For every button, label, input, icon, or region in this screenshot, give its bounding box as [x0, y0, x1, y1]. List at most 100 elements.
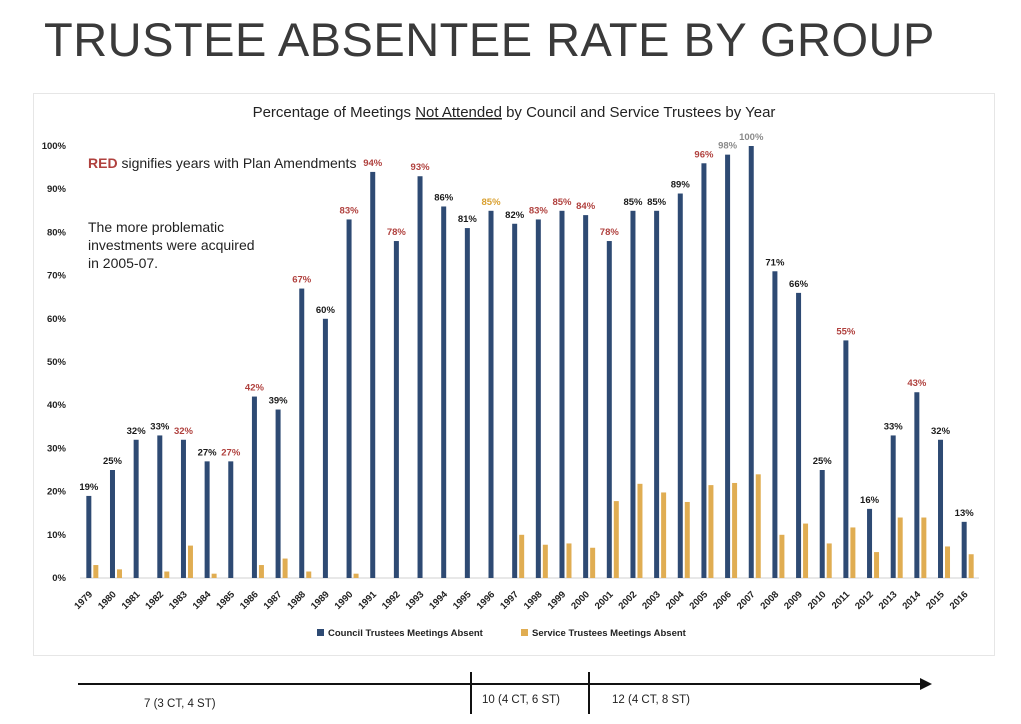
- data-label: 82%: [505, 210, 525, 221]
- data-label: 25%: [103, 456, 123, 467]
- timeline-line: [78, 683, 924, 685]
- council-bar: [204, 461, 210, 578]
- service-bar: [116, 569, 122, 578]
- chart-frame: Percentage of Meetings Not Attended by C…: [33, 93, 995, 656]
- x-tick-label: 1989: [309, 589, 332, 612]
- x-tick-label: 1998: [522, 589, 545, 612]
- service-bar: [779, 534, 785, 578]
- service-bar: [519, 534, 525, 578]
- x-tick-label: 1983: [167, 589, 190, 612]
- council-bar: [890, 435, 896, 578]
- data-label: 89%: [671, 180, 691, 191]
- council-bar: [606, 241, 612, 579]
- data-label: 33%: [884, 421, 904, 432]
- council-bar: [796, 292, 802, 578]
- x-tick-label: 1990: [333, 589, 356, 612]
- x-tick-label: 2006: [711, 589, 734, 612]
- council-bar: [535, 219, 541, 578]
- data-label: 85%: [552, 197, 572, 208]
- service-bar: [945, 546, 951, 578]
- data-label: 33%: [150, 421, 170, 432]
- council-bar: [583, 215, 589, 578]
- x-tick-label: 2003: [640, 589, 663, 612]
- service-bar: [684, 501, 690, 578]
- data-label: 83%: [529, 205, 549, 216]
- y-tick-label: 0%: [52, 573, 66, 584]
- y-tick-label: 100%: [42, 141, 67, 152]
- data-label: 81%: [458, 214, 478, 225]
- service-bar: [661, 492, 667, 578]
- council-bar: [157, 435, 163, 578]
- legend-swatch-council: [317, 629, 324, 636]
- service-bar: [755, 474, 761, 578]
- x-tick-label: 2000: [569, 589, 592, 612]
- council-bar: [630, 210, 636, 579]
- council-bar: [772, 271, 778, 578]
- data-label: 86%: [434, 192, 454, 203]
- timeline-period-label: 7 (3 CT, 4 ST): [144, 698, 216, 710]
- data-label: 55%: [836, 326, 856, 337]
- service-bar: [306, 571, 312, 578]
- red-legend-note: RED signifies years with Plan Amendments: [88, 154, 356, 172]
- service-bar: [187, 545, 193, 578]
- data-label: 25%: [813, 456, 833, 467]
- data-label: 94%: [363, 158, 383, 169]
- slide-title: TRUSTEE ABSENTEE RATE BY GROUP: [44, 13, 935, 66]
- council-bar: [654, 210, 660, 579]
- x-tick-label: 1999: [546, 589, 569, 612]
- service-bar: [211, 573, 217, 578]
- data-label: 13%: [955, 508, 975, 519]
- red-word: RED: [88, 155, 118, 171]
- service-bar: [542, 544, 548, 578]
- council-bar: [86, 495, 92, 578]
- service-bar: [353, 573, 359, 578]
- data-label: 78%: [387, 227, 407, 238]
- x-tick-label: 2008: [758, 589, 781, 612]
- council-bar: [488, 210, 494, 579]
- data-label: 16%: [860, 495, 880, 506]
- timeline-period-label: 10 (4 CT, 6 ST): [482, 694, 560, 706]
- chart-title-part: by Council and Service Trustees by Year: [502, 104, 776, 121]
- service-bar: [613, 501, 619, 578]
- data-label: 32%: [931, 426, 951, 437]
- chart-title: Percentage of Meetings Not Attended by C…: [253, 104, 776, 121]
- council-bar: [701, 163, 707, 578]
- data-label: 66%: [789, 279, 809, 290]
- x-tick-label: 1979: [72, 589, 95, 612]
- x-tick-label: 1987: [262, 589, 285, 612]
- red-note-text: signifies years with Plan Amendments: [117, 155, 357, 171]
- x-tick-label: 1981: [120, 589, 143, 612]
- council-bar: [914, 392, 920, 578]
- data-label: 32%: [174, 426, 194, 437]
- data-label: 67%: [292, 275, 312, 286]
- service-bar: [637, 483, 643, 578]
- legend-label: Service Trustees Meetings Absent: [532, 628, 687, 639]
- council-bar: [109, 470, 115, 578]
- service-bar: [93, 565, 99, 578]
- x-tick-label: 2010: [806, 589, 829, 612]
- service-bar: [732, 482, 738, 578]
- data-label: 43%: [907, 378, 927, 389]
- x-tick-label: 1988: [285, 589, 308, 612]
- x-tick-label: 2015: [924, 589, 947, 612]
- data-label: 85%: [647, 197, 667, 208]
- council-bar: [843, 340, 849, 578]
- service-bar: [874, 552, 880, 578]
- chart-title-part: Percentage of Meetings: [253, 104, 416, 121]
- service-bar: [803, 523, 809, 578]
- council-bar: [677, 193, 683, 578]
- council-bar: [133, 439, 139, 578]
- data-label: 78%: [600, 227, 620, 238]
- x-tick-label: 2013: [877, 589, 900, 612]
- data-label: 71%: [765, 257, 785, 268]
- data-label: 39%: [269, 396, 289, 407]
- timeline: 7 (3 CT, 4 ST) 10 (4 CT, 6 ST) 12 (4 CT,…: [0, 660, 1021, 724]
- x-tick-label: 2014: [900, 589, 923, 612]
- chart-title-part: Not Attended: [415, 104, 502, 121]
- council-bar: [251, 396, 257, 578]
- service-bar: [708, 485, 714, 578]
- data-label: 42%: [245, 383, 265, 394]
- x-tick-label: 1985: [214, 589, 237, 612]
- x-tick-label: 1997: [498, 589, 521, 612]
- council-bar: [819, 470, 825, 578]
